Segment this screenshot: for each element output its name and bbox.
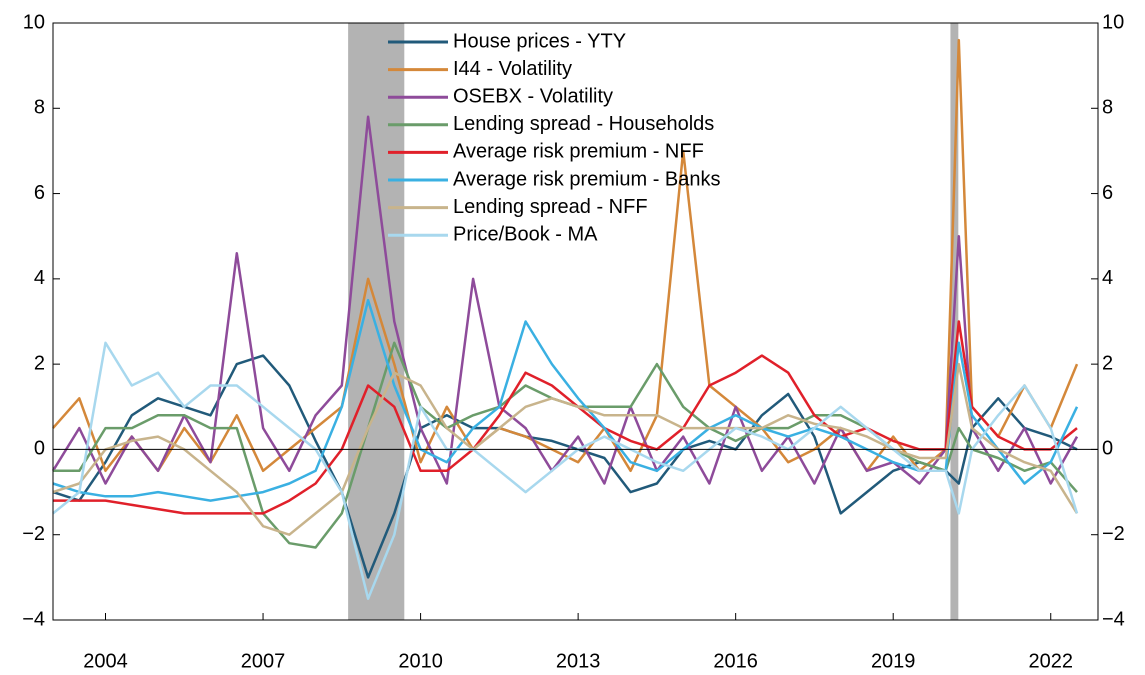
- legend-label: House prices - YTY: [453, 30, 626, 52]
- x-tick-label: 2019: [871, 650, 916, 672]
- x-tick-label: 2004: [83, 650, 128, 672]
- y-tick-label: −4: [22, 608, 45, 630]
- y2-tick-label: 2: [1102, 352, 1113, 374]
- y2-tick-label: 4: [1102, 267, 1113, 289]
- y-tick-label: 2: [34, 352, 45, 374]
- y-tick-label: 10: [23, 11, 45, 33]
- y2-tick-label: 0: [1102, 438, 1113, 460]
- x-tick-label: 2007: [241, 650, 286, 672]
- series-line: [52, 362, 1079, 536]
- series-line: [53, 320, 1078, 515]
- series-line: [51, 115, 1079, 485]
- y-tick-label: −2: [22, 523, 45, 545]
- x-tick-label: 2016: [713, 650, 758, 672]
- y2-tick-label: 10: [1102, 11, 1124, 33]
- legend-label: Average risk premium - Banks: [453, 168, 721, 190]
- y2-tick-label: 8: [1102, 97, 1113, 119]
- plot-frame: [52, 22, 1099, 621]
- y2-tick-label: −2: [1102, 523, 1125, 545]
- y2-tick-label: −4: [1102, 608, 1125, 630]
- y-tick-label: 6: [34, 182, 45, 204]
- legend-label: Lending spread - Households: [453, 113, 714, 135]
- legend-label: OSEBX - Volatility: [453, 85, 613, 107]
- y-tick-label: 0: [34, 438, 45, 460]
- y-tick-label: 4: [34, 267, 45, 289]
- legend-label: I44 - Volatility: [453, 58, 572, 80]
- legend-label: Lending spread - NFF: [453, 196, 648, 218]
- x-tick-label: 2010: [398, 650, 443, 672]
- legend-label: Price/Book - MA: [453, 223, 598, 245]
- x-tick-label: 2022: [1028, 650, 1073, 672]
- series-line: [52, 38, 1079, 473]
- y-tick-label: 8: [34, 97, 45, 119]
- legend-label: Average risk premium - NFF: [453, 141, 704, 163]
- y2-tick-label: 6: [1102, 182, 1113, 204]
- x-tick-label: 2013: [556, 650, 601, 672]
